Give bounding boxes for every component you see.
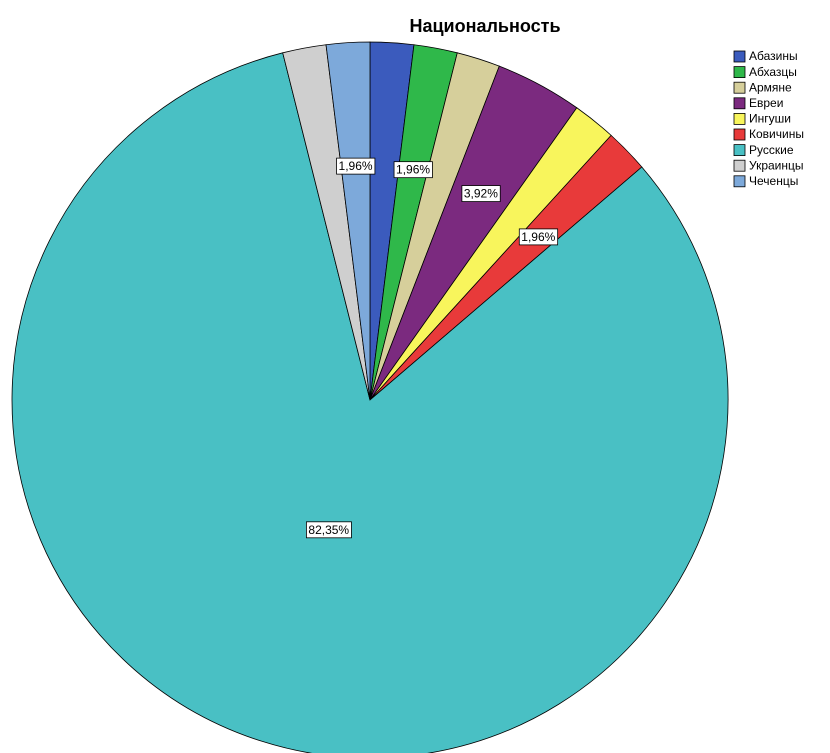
legend-label: Абхазцы <box>749 65 797 79</box>
legend-swatch <box>733 81 746 94</box>
data-label: 1,96% <box>339 159 373 173</box>
data-label: 1,96% <box>521 230 555 244</box>
legend-label: Ингуши <box>749 112 791 126</box>
legend-label: Абазины <box>749 49 798 63</box>
legend-label: Чеченцы <box>749 174 798 188</box>
chart-title: Национальность <box>409 16 560 36</box>
legend-swatch <box>733 66 746 78</box>
data-label-box <box>518 228 559 246</box>
legend-swatch <box>733 175 746 188</box>
legend-swatch <box>733 97 746 110</box>
legend-label: Евреи <box>749 96 783 110</box>
legend-swatch <box>733 144 746 157</box>
data-label-box <box>461 185 501 202</box>
data-label-box <box>336 157 376 175</box>
legend-swatch <box>733 128 746 141</box>
legend-label: Украинцы <box>749 158 804 172</box>
data-label: 82,35% <box>308 523 349 537</box>
pie-slice <box>11 52 729 753</box>
data-label: 1,96% <box>396 163 430 177</box>
legend-label: Ковичины <box>749 127 804 141</box>
legend-swatch <box>733 159 746 172</box>
data-label: 3,92% <box>464 187 498 201</box>
legend-label: Армяне <box>749 80 792 94</box>
legend-swatch <box>733 50 746 63</box>
data-label-box <box>306 521 352 539</box>
data-label-box <box>393 161 433 179</box>
pie-slice <box>325 41 371 401</box>
legend-label: Русские <box>749 143 794 157</box>
legend-swatch <box>733 113 746 125</box>
